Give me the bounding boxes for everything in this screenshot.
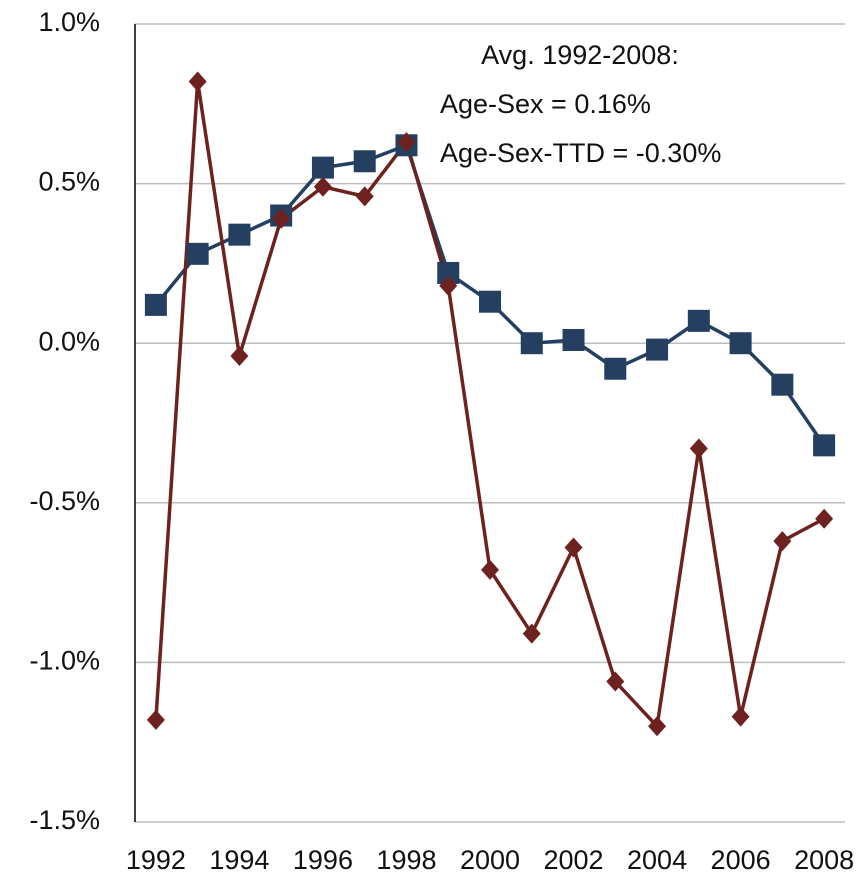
- point-marker: [479, 290, 501, 313]
- point-marker: [771, 373, 794, 396]
- point-marker: [228, 223, 251, 246]
- point-marker: [562, 329, 585, 352]
- point-marker: [648, 716, 667, 737]
- point-marker: [731, 706, 750, 727]
- y-tick-label: -1.0%: [29, 646, 100, 676]
- point-marker: [397, 132, 416, 153]
- x-tick-label: 1992: [126, 845, 186, 875]
- x-tick-label: 1996: [293, 845, 353, 875]
- point-marker: [439, 275, 458, 296]
- point-marker: [313, 176, 332, 197]
- point-marker: [729, 332, 752, 355]
- point-marker: [520, 332, 543, 355]
- x-tick-label: 1994: [209, 845, 269, 875]
- point-marker: [230, 345, 249, 366]
- y-tick-label: 0.5%: [38, 167, 100, 197]
- point-marker: [186, 242, 209, 265]
- y-tick-label: 0.0%: [38, 326, 100, 356]
- y-tick-label: -1.5%: [29, 805, 100, 835]
- point-marker: [353, 150, 376, 173]
- point-marker: [522, 623, 541, 644]
- point-marker: [815, 508, 834, 529]
- point-marker: [311, 156, 334, 179]
- y-tick-label: 1.0%: [38, 7, 100, 37]
- point-marker: [604, 357, 627, 380]
- point-marker: [144, 293, 167, 316]
- series-line: [154, 81, 825, 731]
- x-tick-label: 2008: [794, 845, 854, 875]
- point-marker: [481, 559, 499, 580]
- annotation: Age-Sex = 0.16%: [440, 89, 651, 119]
- x-tick-label: 1998: [376, 845, 436, 875]
- point-marker: [355, 186, 374, 207]
- point-marker: [188, 71, 207, 92]
- point-marker: [606, 671, 625, 692]
- point-marker: [813, 434, 836, 457]
- point-marker: [773, 531, 792, 552]
- x-tick-label: 2006: [711, 845, 771, 875]
- point-marker: [146, 709, 165, 730]
- point-marker: [687, 309, 710, 332]
- annotation: Age-Sex-TTD = -0.30%: [440, 138, 721, 168]
- point-marker: [437, 261, 460, 284]
- plot: 1992 1994 1996 1998 2000 2002 2004 2006 2008: [126, 24, 854, 875]
- y-tick-label: -0.5%: [29, 486, 100, 516]
- point-marker: [564, 537, 583, 558]
- point-marker: [689, 438, 708, 459]
- x-tick-label: 2004: [627, 845, 687, 875]
- point-marker: [646, 338, 669, 361]
- annotation: Avg. 1992-2008:: [481, 40, 679, 70]
- point-marker: [272, 208, 291, 229]
- x-tick-label: 2002: [543, 845, 603, 875]
- x-tick-label: 2000: [460, 845, 520, 875]
